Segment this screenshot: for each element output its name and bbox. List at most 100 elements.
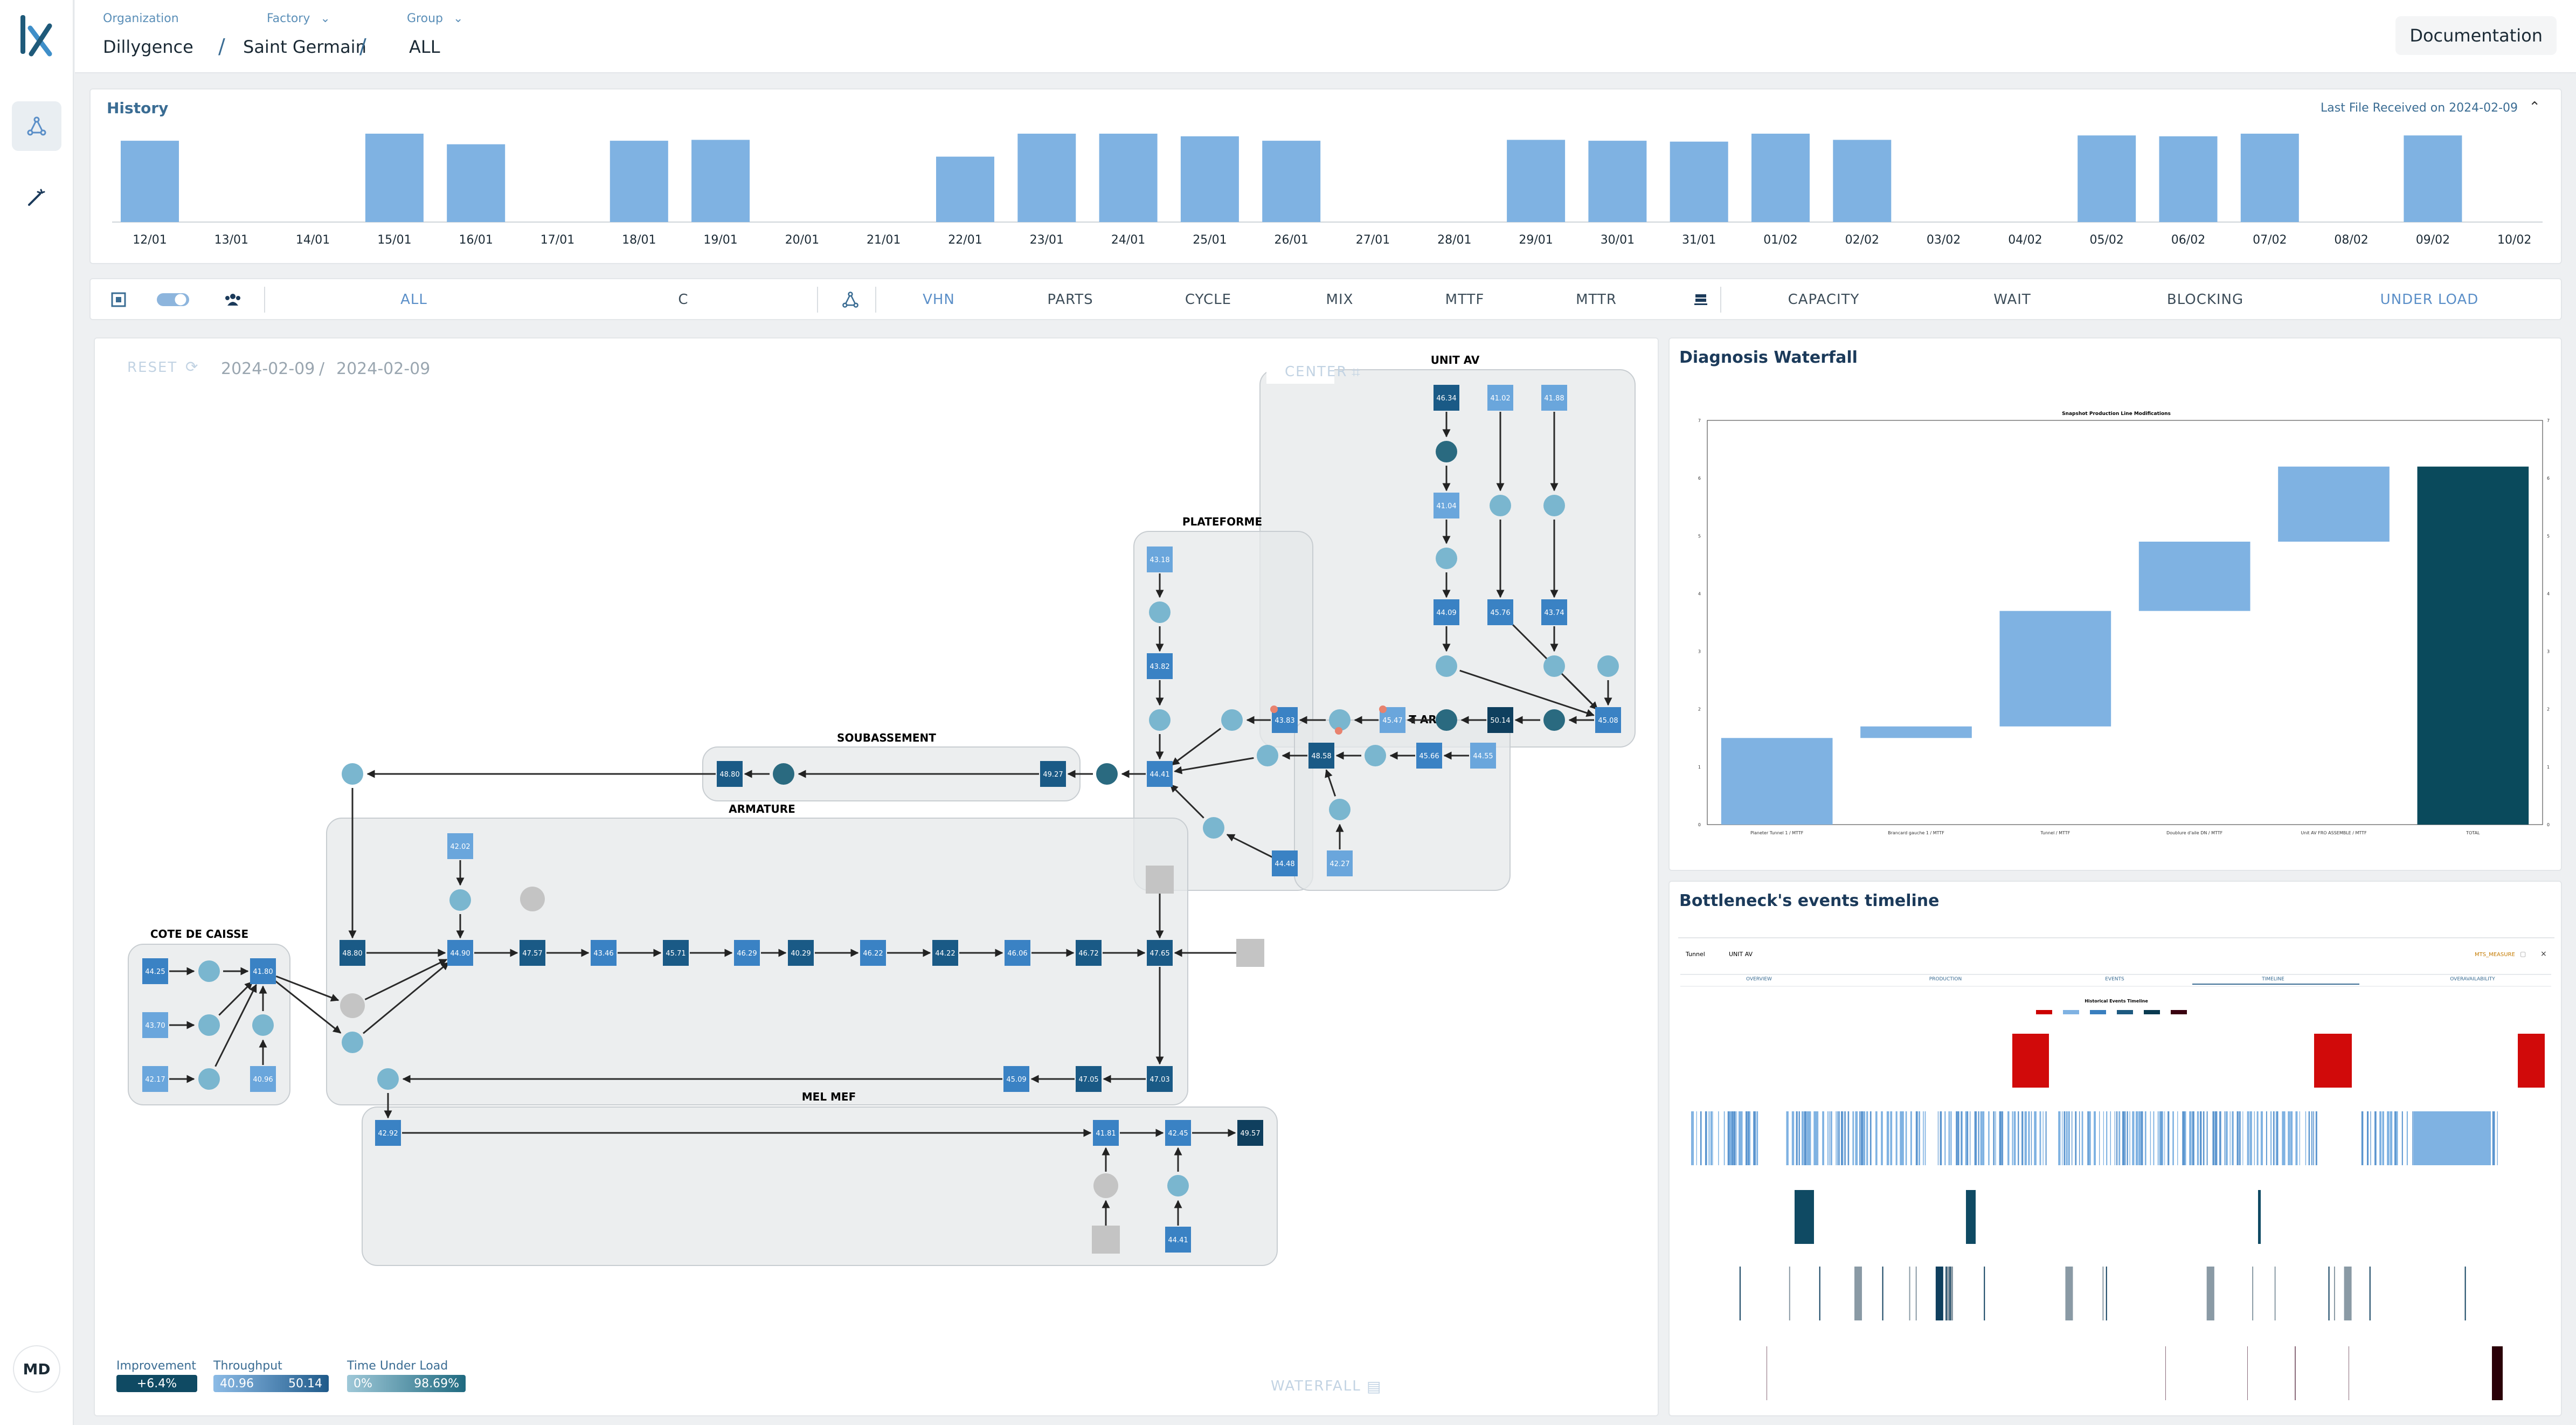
users-button[interactable] <box>217 279 249 320</box>
station-node[interactable] <box>1093 1120 1119 1146</box>
sink-node[interactable] <box>1146 866 1174 894</box>
history-bar[interactable] <box>610 141 668 222</box>
station-node[interactable] <box>591 940 617 966</box>
buffer-node[interactable] <box>1365 745 1386 766</box>
station-node[interactable] <box>1487 707 1513 733</box>
history-bar[interactable] <box>2240 134 2299 222</box>
reset-button[interactable]: RESET <box>127 359 177 376</box>
station-node[interactable] <box>1272 850 1298 876</box>
station-node[interactable] <box>1595 707 1621 733</box>
nav-graph-button[interactable] <box>12 101 61 151</box>
center-button[interactable]: CENTER <box>1285 364 1347 380</box>
station-node[interactable] <box>1237 1120 1263 1146</box>
timeline-crumb-2[interactable]: UNIT AV <box>1729 951 1753 958</box>
history-bar[interactable] <box>1017 134 1076 222</box>
station-node[interactable] <box>1308 743 1334 769</box>
buffer-node[interactable] <box>1329 709 1351 731</box>
history-bar[interactable] <box>936 156 994 222</box>
station-node[interactable] <box>375 1120 401 1146</box>
station-node[interactable] <box>1147 1066 1173 1092</box>
station-node[interactable] <box>1487 599 1513 625</box>
station-node[interactable] <box>142 958 168 984</box>
network-view-button[interactable] <box>834 279 867 320</box>
tab-capacity[interactable]: CAPACITY <box>1788 292 1860 308</box>
tab-mix[interactable]: MIX <box>1326 292 1354 308</box>
buffer-node[interactable] <box>449 889 471 911</box>
station-node[interactable] <box>1165 1227 1191 1253</box>
station-node[interactable] <box>447 940 473 966</box>
tab-vhn[interactable]: VHN <box>923 292 955 308</box>
station-node[interactable] <box>1147 547 1173 572</box>
buffer-node[interactable] <box>198 1014 220 1036</box>
history-bar[interactable] <box>121 141 179 222</box>
timeline-tab-overavailability[interactable]: OVERAVAILABILITY <box>2450 977 2495 982</box>
close-icon[interactable]: × <box>2540 950 2547 958</box>
station-node[interactable] <box>1005 940 1030 966</box>
tab-all[interactable]: ALL <box>400 292 427 308</box>
buffer-node[interactable] <box>1149 709 1171 731</box>
storage-button[interactable] <box>1685 279 1717 320</box>
buffer-node[interactable] <box>1543 655 1565 677</box>
waterfall-bar[interactable] <box>1721 738 1833 825</box>
buffer-node[interactable] <box>252 1014 274 1036</box>
station-node[interactable] <box>1076 940 1102 966</box>
station-node[interactable] <box>1147 653 1173 679</box>
factory-label[interactable]: Factory ⌄ <box>267 12 330 25</box>
documentation-button[interactable]: Documentation <box>2395 16 2557 55</box>
station-node[interactable] <box>663 940 689 966</box>
waterfall-bar[interactable] <box>2138 542 2250 611</box>
tab-wait[interactable]: WAIT <box>1993 292 2031 308</box>
station-node[interactable] <box>860 940 886 966</box>
waterfall-bar[interactable] <box>2417 466 2529 825</box>
timeline-tab-events[interactable]: EVENTS <box>2105 977 2124 982</box>
source-node[interactable] <box>520 887 545 911</box>
date-from[interactable]: 2024-02-09 <box>221 359 315 378</box>
fit-view-button[interactable] <box>102 279 135 320</box>
station-node[interactable] <box>1541 385 1567 411</box>
organization-select[interactable]: Dillygence <box>103 37 193 57</box>
buffer-node[interactable] <box>1203 817 1224 839</box>
history-bar[interactable] <box>365 134 424 222</box>
buffer-node[interactable] <box>377 1068 399 1090</box>
tab-mttr[interactable]: MTTR <box>1576 292 1617 308</box>
avatar[interactable]: MD <box>13 1345 60 1393</box>
buffer-node[interactable] <box>1096 763 1118 785</box>
history-bar[interactable] <box>2078 135 2136 222</box>
station-node[interactable] <box>340 940 365 966</box>
buffer-node[interactable] <box>1543 709 1565 731</box>
buffer-node[interactable] <box>1257 745 1278 766</box>
collapse-icon[interactable]: ⌃ <box>2529 99 2540 115</box>
buffer-node[interactable] <box>1436 709 1457 731</box>
buffer-node[interactable] <box>1167 1175 1189 1196</box>
history-bar[interactable] <box>1099 134 1158 222</box>
sink-node[interactable] <box>1092 1226 1120 1254</box>
history-bar[interactable] <box>1507 140 1566 222</box>
history-bar[interactable] <box>447 144 505 222</box>
station-node[interactable] <box>932 940 958 966</box>
source-node[interactable] <box>1093 1173 1118 1198</box>
station-node[interactable] <box>1003 1066 1029 1092</box>
buffer-node[interactable] <box>342 763 363 785</box>
buffer-node[interactable] <box>198 960 220 982</box>
station-node[interactable] <box>1327 850 1353 876</box>
refresh-icon[interactable]: ⟳ <box>185 358 198 376</box>
buffer-node[interactable] <box>1436 548 1457 569</box>
buffer-node[interactable] <box>1329 799 1351 820</box>
station-node[interactable] <box>1434 493 1459 518</box>
waterfall-bar[interactable] <box>2278 466 2390 542</box>
history-bar[interactable] <box>1670 141 1728 222</box>
app-logo[interactable] <box>17 12 55 57</box>
chart-icon[interactable]: ▤ <box>1367 1378 1381 1395</box>
nav-tools-button[interactable] <box>12 172 61 222</box>
station-node[interactable] <box>250 958 276 984</box>
buffer-node[interactable] <box>198 1068 220 1090</box>
station-node[interactable] <box>717 761 743 787</box>
mode-toggle[interactable] <box>154 279 192 320</box>
buffer-node[interactable] <box>1543 495 1565 516</box>
source-node[interactable] <box>340 993 365 1018</box>
group-select[interactable]: ALL <box>409 37 440 57</box>
station-node[interactable] <box>1165 1120 1191 1146</box>
tab-parts[interactable]: PARTS <box>1047 292 1093 308</box>
waterfall-bar[interactable] <box>1860 726 1972 738</box>
station-node[interactable] <box>788 940 814 966</box>
